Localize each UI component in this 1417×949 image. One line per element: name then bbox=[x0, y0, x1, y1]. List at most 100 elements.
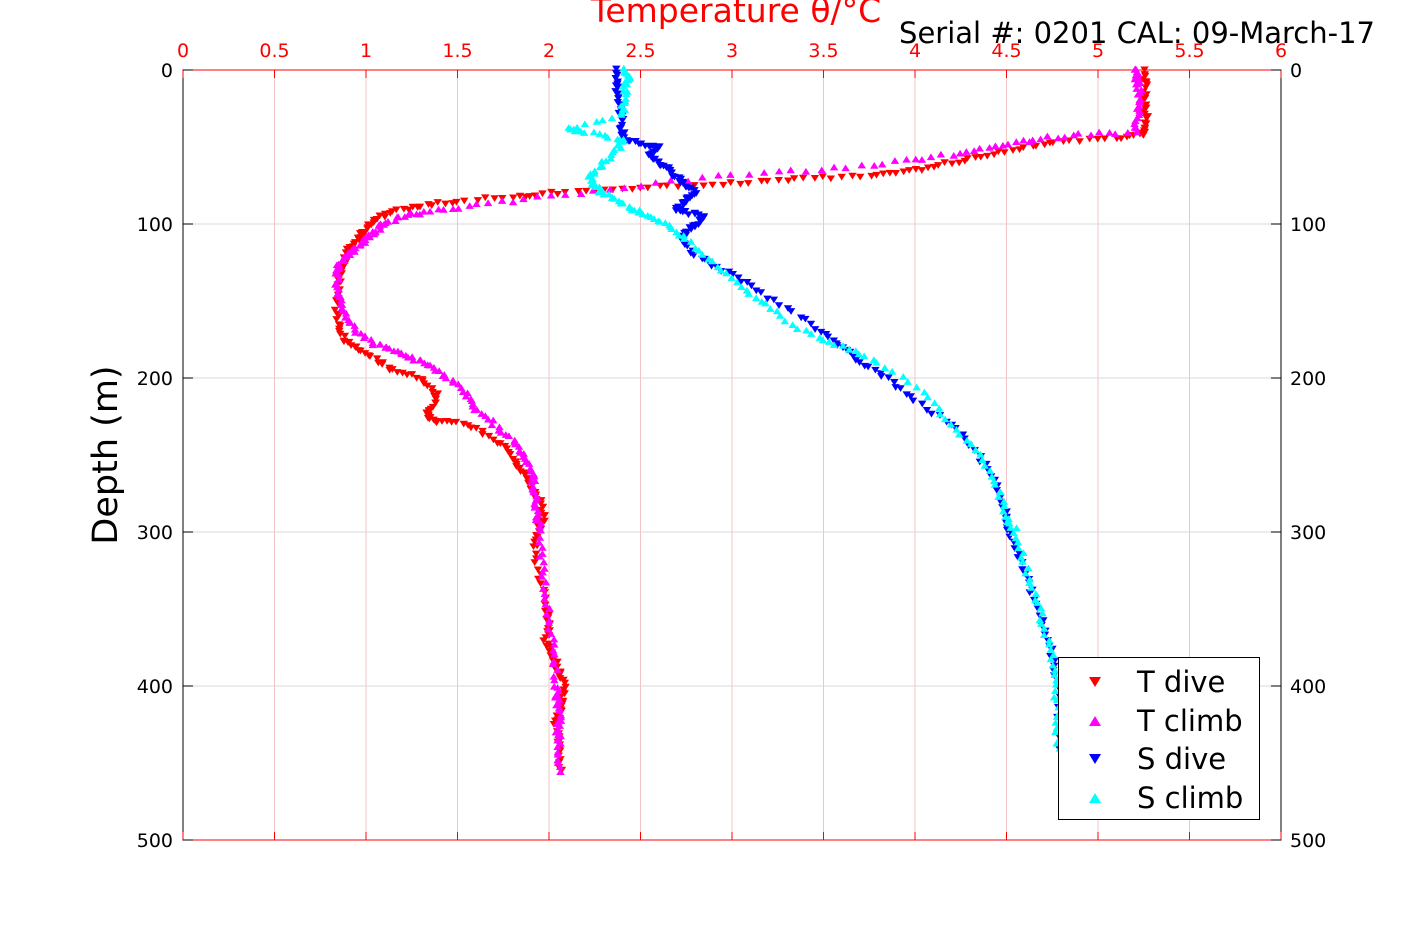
data-point bbox=[991, 142, 1000, 150]
data-point bbox=[952, 425, 961, 433]
data-point bbox=[747, 282, 756, 290]
data-point bbox=[810, 175, 820, 182]
data-point bbox=[624, 137, 633, 145]
data-point bbox=[923, 393, 932, 401]
data-point bbox=[531, 550, 541, 558]
data-point bbox=[845, 345, 854, 353]
data-point bbox=[990, 480, 1000, 488]
data-point bbox=[606, 154, 616, 162]
data-point bbox=[415, 356, 425, 364]
data-point bbox=[841, 164, 850, 172]
data-point bbox=[473, 197, 483, 204]
data-point bbox=[548, 646, 558, 654]
data-point bbox=[672, 228, 681, 236]
legend: T dive T climb S dive S climb bbox=[1058, 657, 1260, 820]
data-point bbox=[708, 181, 717, 189]
y-tick-label-right: 500 bbox=[1290, 830, 1326, 852]
data-point bbox=[1040, 141, 1049, 149]
data-point bbox=[519, 195, 528, 203]
legend-item: T climb bbox=[1059, 701, 1259, 739]
data-point bbox=[389, 347, 399, 355]
data-point bbox=[1019, 144, 1028, 151]
data-point bbox=[388, 366, 397, 373]
data-point bbox=[851, 357, 861, 364]
data-point bbox=[355, 236, 364, 244]
x-tick-label: 4 bbox=[909, 40, 921, 62]
data-point bbox=[355, 230, 365, 237]
data-point bbox=[686, 238, 696, 245]
data-point bbox=[614, 197, 624, 205]
data-point bbox=[698, 173, 707, 181]
data-point bbox=[999, 498, 1009, 505]
data-point bbox=[501, 431, 510, 438]
legend-marker-shape bbox=[1089, 715, 1101, 726]
data-point bbox=[1000, 502, 1009, 509]
y-tick-label-left: 400 bbox=[137, 676, 173, 698]
data-point bbox=[448, 200, 457, 207]
data-point bbox=[550, 650, 559, 658]
data-point bbox=[855, 359, 864, 367]
data-point bbox=[798, 174, 808, 182]
data-point bbox=[960, 157, 970, 165]
x-tick-label: 4.5 bbox=[991, 40, 1021, 62]
data-point bbox=[540, 595, 549, 602]
data-point bbox=[484, 432, 494, 440]
data-point bbox=[694, 211, 703, 219]
data-point bbox=[763, 295, 772, 303]
data-point bbox=[628, 186, 637, 193]
data-point bbox=[350, 244, 360, 252]
data-point bbox=[994, 148, 1003, 156]
data-point bbox=[465, 202, 474, 209]
data-point bbox=[987, 472, 997, 480]
data-point bbox=[691, 244, 700, 252]
data-point bbox=[382, 343, 391, 351]
data-point bbox=[756, 289, 766, 296]
legend-label: T climb bbox=[1137, 703, 1243, 738]
data-point bbox=[613, 83, 623, 91]
data-point bbox=[371, 228, 380, 235]
data-point bbox=[757, 298, 767, 305]
data-point bbox=[1000, 149, 1009, 156]
data-point bbox=[481, 412, 490, 420]
data-point bbox=[954, 430, 964, 438]
data-point bbox=[863, 363, 873, 371]
data-point bbox=[432, 419, 441, 427]
data-point bbox=[625, 203, 634, 210]
data-point bbox=[429, 364, 439, 371]
data-point bbox=[591, 183, 601, 190]
data-point bbox=[423, 382, 432, 390]
data-point bbox=[722, 269, 731, 277]
y-tick-label-right: 300 bbox=[1290, 522, 1326, 544]
data-point bbox=[509, 194, 518, 202]
data-point bbox=[439, 206, 448, 213]
data-point bbox=[1112, 135, 1122, 143]
data-point bbox=[911, 155, 920, 163]
data-point bbox=[598, 162, 607, 170]
data-point bbox=[380, 213, 390, 221]
x-tick-label: 3.5 bbox=[808, 40, 838, 62]
data-point bbox=[553, 191, 562, 198]
data-point bbox=[983, 152, 992, 160]
data-point bbox=[617, 116, 627, 124]
data-point bbox=[801, 167, 811, 175]
data-point bbox=[526, 464, 535, 472]
data-point bbox=[541, 600, 550, 608]
data-point bbox=[553, 666, 562, 673]
data-point bbox=[806, 320, 816, 328]
data-point bbox=[619, 64, 628, 72]
data-point bbox=[936, 150, 946, 158]
data-point bbox=[619, 87, 628, 95]
data-point bbox=[1075, 138, 1084, 145]
data-point bbox=[554, 726, 563, 734]
data-point bbox=[620, 184, 629, 192]
data-point bbox=[1046, 646, 1055, 653]
data-point bbox=[818, 173, 827, 181]
data-point bbox=[989, 477, 999, 485]
data-point bbox=[927, 410, 936, 418]
data-point bbox=[545, 616, 554, 624]
data-point bbox=[433, 199, 442, 206]
data-point bbox=[917, 167, 927, 174]
data-point bbox=[483, 199, 493, 207]
data-point bbox=[867, 172, 876, 180]
